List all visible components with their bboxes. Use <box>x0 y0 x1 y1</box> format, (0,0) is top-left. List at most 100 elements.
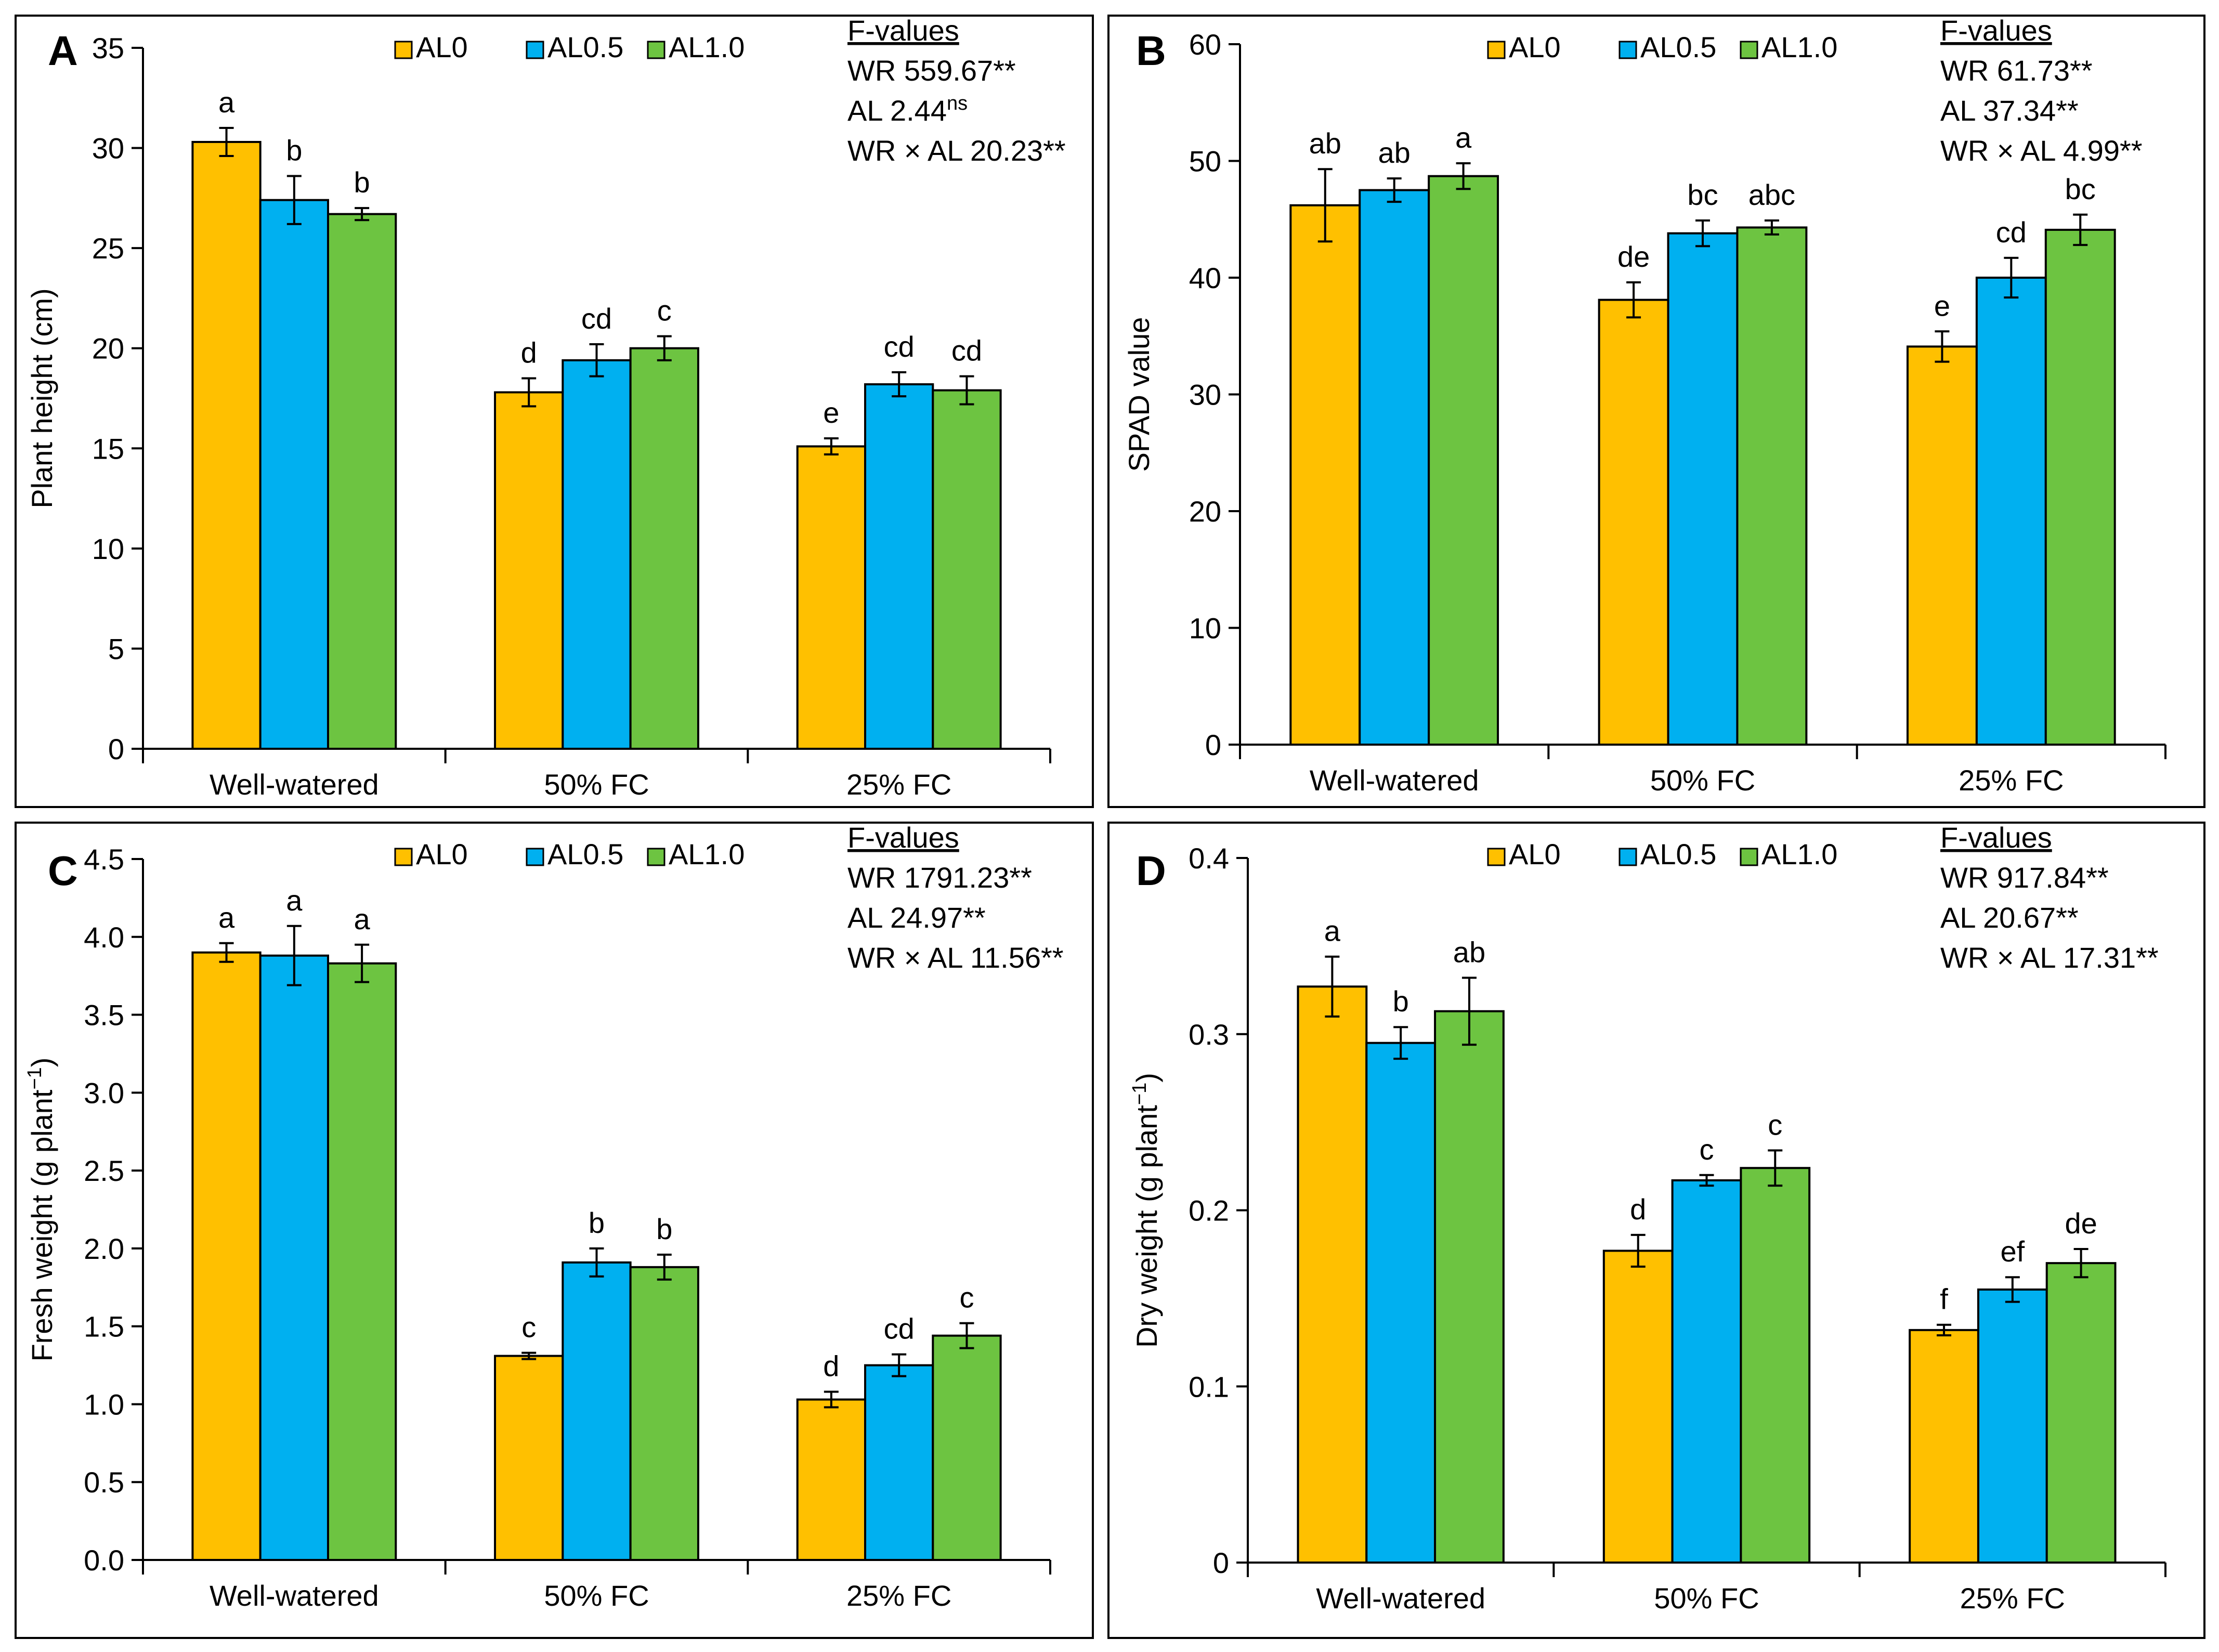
y-tick-label: 20 <box>1189 495 1221 528</box>
significance-letter: b <box>286 134 302 166</box>
panel-frame <box>15 15 1094 808</box>
stats-line: WR 61.73** <box>1940 54 2093 87</box>
y-tick-label: 2.5 <box>84 1154 124 1187</box>
y-tick-label: 15 <box>92 432 124 465</box>
x-tick-label: Well-watered <box>1316 1582 1485 1615</box>
significance-letter: d <box>1630 1193 1646 1226</box>
y-axis-label: Fresh weight (g plant−1) <box>24 1058 58 1362</box>
stats-heading: F-values <box>1940 14 2052 47</box>
bar <box>1671 1179 1742 1564</box>
bar <box>494 391 564 750</box>
legend-swatch <box>647 848 665 866</box>
y-tick-label: 30 <box>1189 379 1221 411</box>
significance-letter: de <box>2065 1207 2097 1240</box>
y-tick-label: 3.0 <box>84 1076 124 1109</box>
y-axis-label: SPAD value <box>1122 317 1155 472</box>
panel-label: B <box>1136 28 1166 74</box>
significance-letter: a <box>1324 915 1341 947</box>
significance-letter: e <box>1934 289 1950 322</box>
significance-letter: cd <box>951 334 982 367</box>
y-tick-label: 2.0 <box>84 1232 124 1265</box>
bar <box>191 951 262 1561</box>
legend-swatch <box>1740 848 1758 866</box>
significance-letter: abc <box>1748 178 1795 211</box>
x-tick-label: 50% FC <box>544 1579 649 1612</box>
y-axis-label: Plant height (cm) <box>25 288 58 508</box>
bar <box>1428 175 1499 746</box>
significance-letter: b <box>656 1213 672 1245</box>
y-tick-label: 10 <box>92 532 124 565</box>
bar <box>1602 1250 1674 1564</box>
significance-letter: bc <box>1687 178 1718 211</box>
significance-letter: c <box>1700 1133 1714 1166</box>
bar <box>1736 226 1808 746</box>
y-tick-label: 0 <box>1205 729 1221 761</box>
significance-letter: cd <box>884 330 915 363</box>
panel-label: D <box>1136 848 1166 894</box>
legend-swatch <box>1618 848 1637 866</box>
panel-a: A 0 5 10 15 20 25 30 35 Plant height (cm) Well-wat… <box>15 14 1094 808</box>
stats-line: WR × AL 20.23** <box>847 134 1066 167</box>
panel-frame <box>1107 15 2205 808</box>
bar <box>327 962 397 1561</box>
significance-letter: b <box>1393 985 1409 1018</box>
x-tick-label: Well-watered <box>210 1579 379 1612</box>
bar <box>629 1266 699 1561</box>
x-tick-label: Well-watered <box>210 768 379 801</box>
stats-heading: F-values <box>847 821 959 854</box>
significance-letter: a <box>218 901 235 934</box>
significance-letter: a <box>218 86 235 119</box>
stats-heading: F-values <box>1940 821 2052 854</box>
legend-label: AL0 <box>416 838 468 870</box>
legend-label: AL1.0 <box>669 31 745 63</box>
panel-frame <box>1107 822 2205 1639</box>
significance-letter: a <box>1455 121 1472 154</box>
y-tick-label: 0.0 <box>84 1544 124 1577</box>
legend-label: AL0 <box>1509 31 1561 63</box>
bar <box>932 1334 1002 1561</box>
x-tick-label: 50% FC <box>544 768 649 801</box>
significance-letter: c <box>1768 1108 1782 1141</box>
significance-letter: d <box>823 1349 839 1382</box>
y-tick-label: 20 <box>92 332 124 365</box>
legend-label: AL0.5 <box>1640 838 1716 870</box>
legend-swatch <box>1618 41 1637 59</box>
y-tick-label: 3.5 <box>84 999 124 1032</box>
y-tick-label: 0 <box>1213 1546 1229 1579</box>
panel-b: B 0 10 20 30 40 50 60 SPAD value Well-watered 50% … <box>1107 14 2205 808</box>
legend-swatch <box>647 41 665 59</box>
bar <box>494 1355 564 1562</box>
bar <box>629 347 699 750</box>
x-tick-label: 25% FC <box>1959 764 2064 797</box>
significance-letter: cd <box>1996 216 2027 249</box>
stats-line: WR 559.67** <box>847 54 1016 87</box>
y-tick-label: 1.0 <box>84 1388 124 1421</box>
x-tick-label: 25% FC <box>846 768 951 801</box>
panel-label: A <box>48 28 78 74</box>
significance-letter: f <box>1940 1283 1948 1316</box>
y-tick-label: 0 <box>108 733 124 765</box>
significance-letter: c <box>521 1311 536 1344</box>
legend-swatch <box>394 41 413 59</box>
x-tick-label: 25% FC <box>846 1579 951 1612</box>
stats-line: AL 24.97** <box>847 901 986 934</box>
legend-label: AL0.5 <box>547 838 623 870</box>
bar <box>191 141 262 750</box>
significance-letter: c <box>959 1281 974 1314</box>
legend-swatch <box>1487 41 1506 59</box>
bar <box>1359 189 1430 746</box>
stats-line: WR × AL 11.56** <box>847 941 1064 974</box>
legend-label: AL1.0 <box>1761 31 1837 63</box>
bar <box>1909 1329 1979 1564</box>
legend-swatch <box>394 848 413 866</box>
x-tick-label: 50% FC <box>1650 764 1755 797</box>
significance-letter: b <box>354 166 370 199</box>
panel-c: C 0.0 0.5 1.0 1.5 2.0 2.5 3.0 3.5 4.0 4.5 Fresh wei… <box>15 821 1094 1639</box>
bar <box>1598 298 1669 746</box>
y-tick-label: 4.0 <box>84 921 124 954</box>
legend-label: AL0.5 <box>1640 31 1716 63</box>
y-tick-label: 50 <box>1189 145 1221 178</box>
significance-letter: a <box>286 884 303 917</box>
stats-line: AL 37.34** <box>1940 94 2079 127</box>
